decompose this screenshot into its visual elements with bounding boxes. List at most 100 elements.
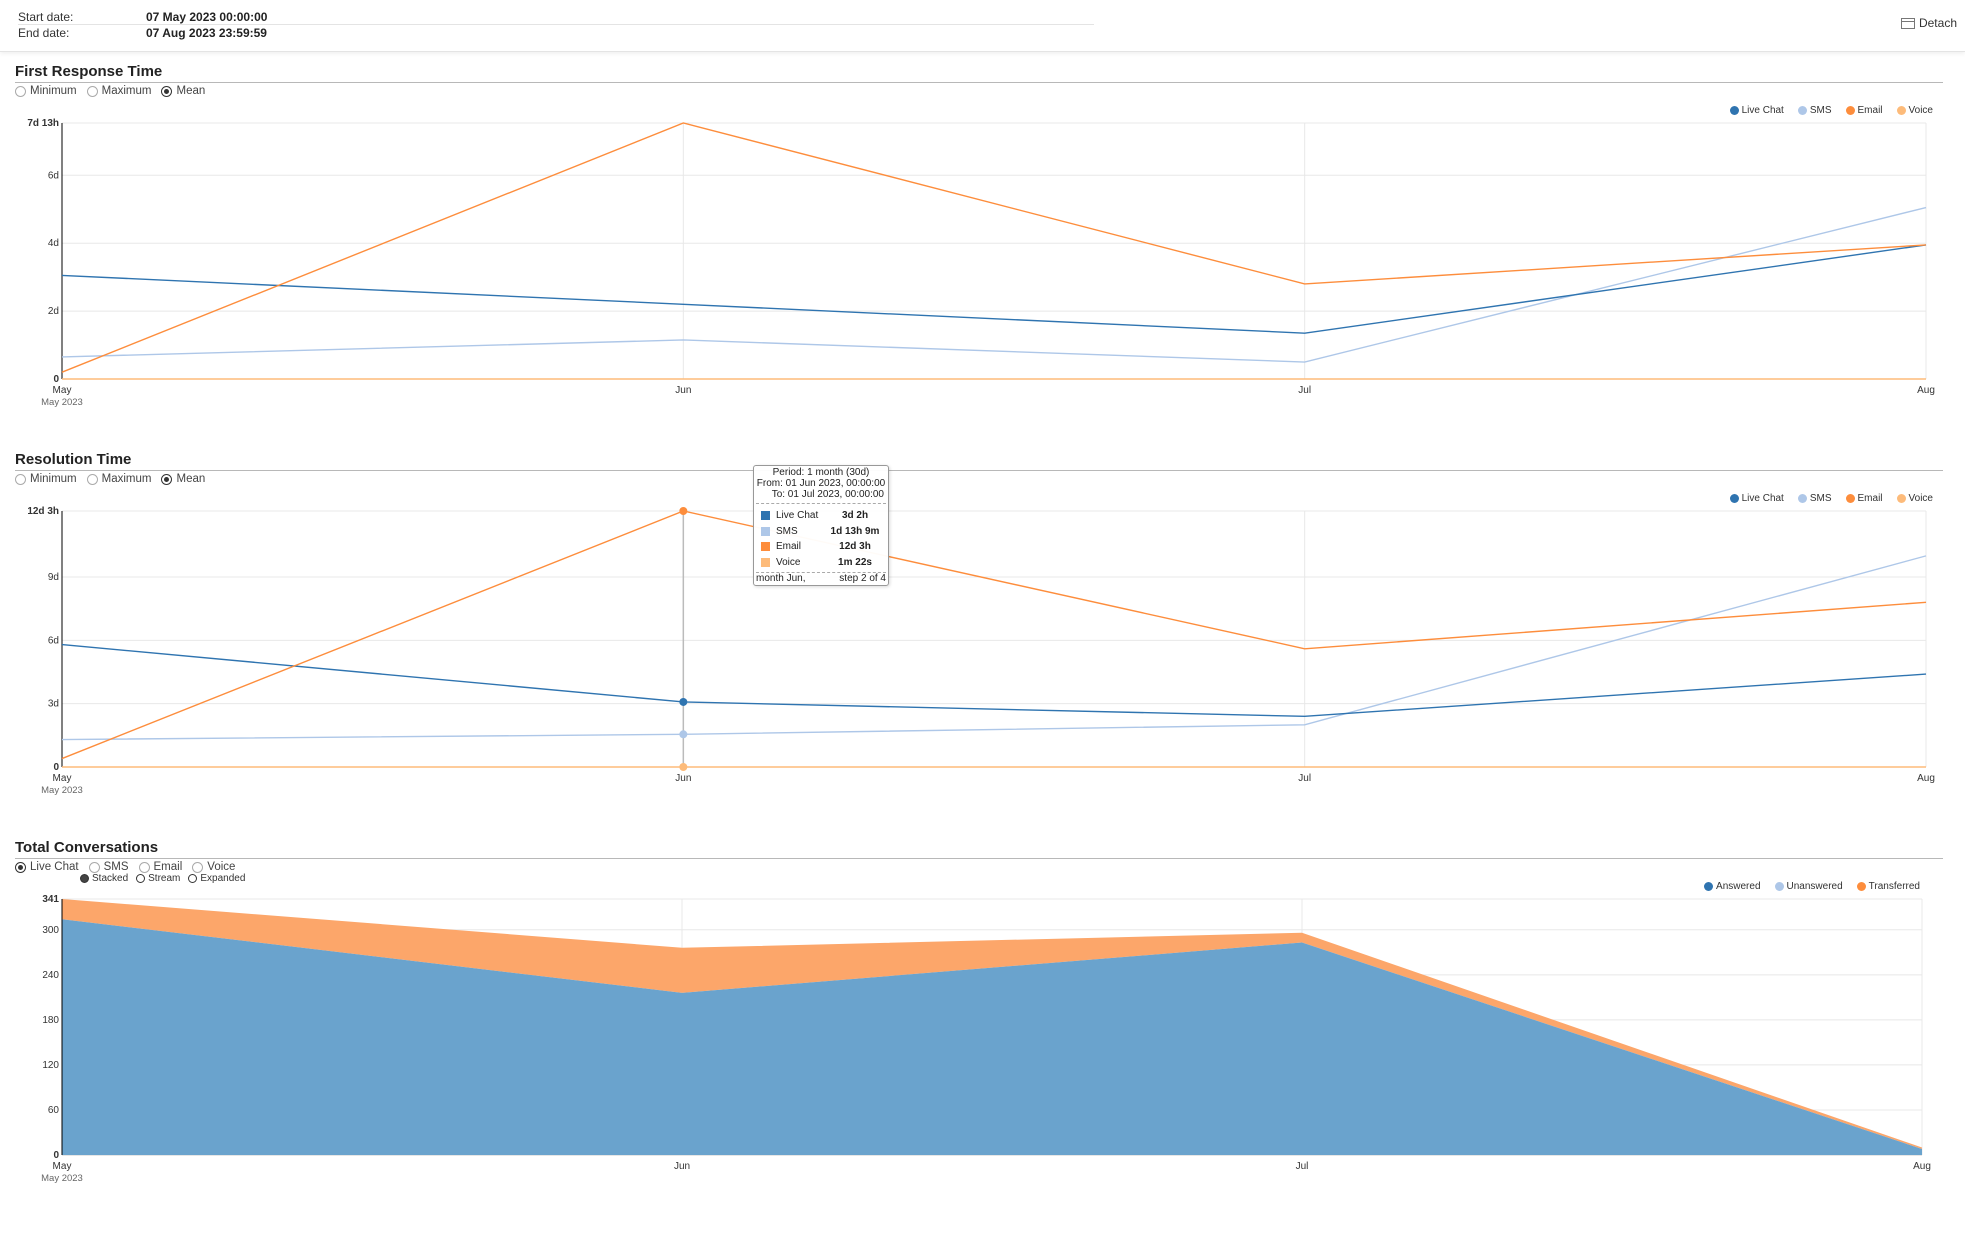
radio-button-selected[interactable] (161, 473, 173, 485)
option-email[interactable]: Email (138, 861, 183, 873)
option-voice[interactable]: Voice (192, 861, 235, 873)
legend-live-chat[interactable]: Live Chat (1729, 105, 1784, 116)
series-line-email (61, 122, 1927, 373)
y-tick-label: 180 (42, 1015, 59, 1026)
option-live-chat[interactable]: Live Chat (15, 861, 79, 873)
mode-label: Stream (148, 873, 181, 884)
y-tick-label: 12d 3h (27, 506, 59, 517)
y-tick-label: 300 (42, 925, 59, 936)
legend-answered[interactable]: Answered (1704, 881, 1761, 892)
option-mean[interactable]: Mean (161, 85, 205, 97)
y-tick-label: 0 (53, 762, 59, 773)
mode-label: Stacked (92, 873, 129, 884)
option-label: SMS (103, 861, 129, 873)
radio-button[interactable] (138, 861, 150, 873)
series-line-sms (61, 555, 1927, 741)
legend-label: Voice (1908, 105, 1933, 116)
option-sms[interactable]: SMS (88, 861, 129, 873)
first-response-time-chart: 0 2d 4d 6d 7d 13h May Jun Jul Aug May 2023 (27, 118, 1935, 408)
radio-button[interactable] (88, 861, 100, 873)
x-sublabel: May 2023 (41, 785, 83, 796)
option-label: Minimum (30, 473, 77, 485)
tooltip-row-sms: SMS 1d 13h 9m (756, 524, 886, 540)
tooltip-series-value: 1d 13h 9m (830, 525, 880, 537)
y-tick-label: 6d (48, 635, 59, 646)
legend-voice[interactable]: Voice (1896, 105, 1933, 116)
x-tick-label: Jul (1298, 385, 1311, 396)
legend-dot (1729, 106, 1739, 115)
mode-circle-selected (80, 874, 89, 883)
series-line-live-chat (61, 244, 1927, 334)
option-label: Voice (207, 861, 236, 873)
x-tick-label: May (53, 385, 72, 396)
legend-email[interactable]: Email (1845, 105, 1883, 116)
mode-expanded[interactable]: Expanded (188, 873, 245, 884)
tooltip-footer-step: step 2 of 4 (839, 573, 886, 584)
option-minimum[interactable]: Minimum (15, 473, 77, 485)
radio-button[interactable] (15, 473, 26, 485)
channel-options: Live Chat SMS Email Voice (15, 861, 235, 873)
legend-label: Live Chat (1741, 493, 1784, 504)
option-label: Maximum (101, 85, 152, 97)
y-tick-label: 2d (48, 306, 59, 317)
radio-button-selected[interactable] (161, 85, 173, 97)
tooltip-period: Period: 1 month (30d) (772, 467, 870, 478)
legend-email[interactable]: Email (1845, 493, 1883, 504)
mode-stream[interactable]: Stream (136, 873, 180, 884)
radio-button[interactable] (86, 473, 98, 485)
legend-transferred[interactable]: Transferred (1856, 881, 1920, 892)
tooltip-row-email: Email 12d 3h (756, 539, 886, 555)
legend-dot (1704, 882, 1714, 891)
legend-dot (1856, 882, 1866, 891)
tooltip-to: To: 01 Jul 2023, 00:00:00 (771, 489, 884, 500)
radio-button[interactable] (86, 85, 98, 97)
radio-button[interactable] (15, 85, 26, 97)
radio-button-selected[interactable] (15, 861, 26, 873)
y-tick-label: 240 (42, 970, 59, 981)
swatch (761, 557, 770, 567)
panel-title: First Response Time (15, 63, 1943, 83)
panel-title: Resolution Time (15, 451, 1943, 471)
legend-label: Live Chat (1741, 105, 1784, 116)
legend-sms[interactable]: SMS (1797, 493, 1832, 504)
x-tick-label: Jun (674, 1161, 690, 1172)
legend-label: SMS (1809, 493, 1832, 504)
detach-button[interactable]: Detach (1900, 16, 1957, 30)
swatch (761, 542, 770, 552)
chart-tooltip: Period: 1 month (30d) From: 01 Jun 2023,… (753, 465, 889, 586)
panel-title: Total Conversations (15, 839, 1943, 859)
option-maximum[interactable]: Maximum (86, 85, 152, 97)
option-label: Live Chat (30, 861, 79, 873)
metric-options: Minimum Maximum Mean (15, 85, 205, 97)
option-minimum[interactable]: Minimum (15, 85, 77, 97)
y-tick-label: 120 (42, 1060, 59, 1071)
area-transferred (62, 899, 1922, 1149)
legend-label: Unanswered (1786, 881, 1843, 892)
legend-live-chat[interactable]: Live Chat (1729, 493, 1784, 504)
tooltip-row-live-chat: Live Chat 3d 2h (756, 508, 886, 524)
x-tick-label: Aug (1917, 773, 1935, 784)
legend-voice[interactable]: Voice (1896, 493, 1933, 504)
area-answered (62, 919, 1922, 1155)
swatch (761, 526, 770, 536)
tooltip-series-value: 1m 22s (838, 556, 872, 568)
y-tick-label: 7d 13h (27, 118, 59, 129)
y-tick-label: 6d (48, 170, 59, 181)
tooltip-footer: month Jun, step 2 of 4 (756, 572, 886, 585)
start-date-label: Start date: (18, 10, 74, 24)
option-mean[interactable]: Mean (161, 473, 205, 485)
hover-point-voice (679, 763, 688, 771)
tooltip-footer-period: month Jun, (756, 573, 806, 584)
mode-stacked[interactable]: Stacked (80, 873, 128, 884)
option-label: Mean (176, 85, 206, 97)
option-label: Email (153, 861, 183, 873)
radio-button[interactable] (192, 861, 204, 873)
legend-label: Email (1857, 105, 1883, 116)
end-date-value: 07 Aug 2023 23:59:59 (146, 26, 267, 40)
tooltip-from: From: 01 Jun 2023, 00:00:00 (756, 478, 886, 489)
legend-unanswered[interactable]: Unanswered (1774, 881, 1843, 892)
x-tick-label: Jul (1298, 773, 1311, 784)
legend-sms[interactable]: SMS (1797, 105, 1832, 116)
x-tick-label: Aug (1917, 385, 1935, 396)
option-maximum[interactable]: Maximum (86, 473, 151, 485)
